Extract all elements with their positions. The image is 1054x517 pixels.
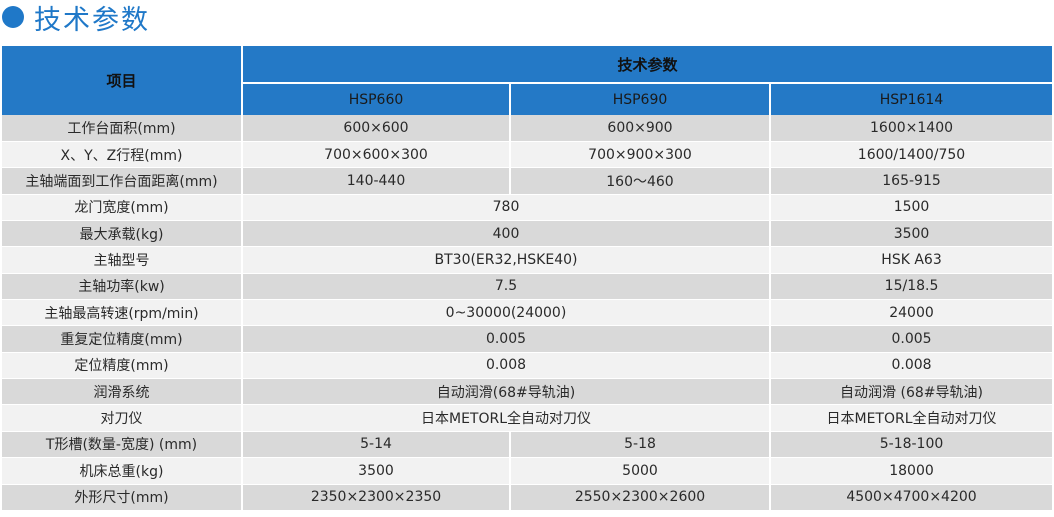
row-label: 主轴功率(kw): [2, 273, 243, 301]
cell-value: 自动润滑 (68#导轨油): [770, 378, 1053, 406]
cell-value: 140-440: [242, 167, 511, 195]
cell-value: HSK A63: [770, 246, 1053, 274]
cell-value: 5-14: [242, 431, 511, 459]
cell-value: 780: [242, 194, 771, 221]
row-label: 主轴端面到工作台面距离(mm): [2, 167, 243, 195]
cell-value: 18000: [770, 457, 1053, 485]
cell-value: 700×600×300: [242, 141, 511, 169]
cell-value: 160～460: [510, 167, 771, 195]
cell-value: 15/18.5: [770, 273, 1053, 301]
row-label: 重复定位精度(mm): [2, 325, 243, 353]
row-label: 主轴型号: [2, 246, 243, 274]
spec-table: 项目 技术参数 HSP660 HSP690 HSP1614 工作台面积(mm) …: [2, 46, 1053, 512]
cell-value: 24000: [770, 299, 1053, 327]
cell-value: BT30(ER32,HSKE40): [242, 246, 771, 274]
model-header: HSP1614: [770, 83, 1053, 115]
cell-value: 7.5: [242, 273, 771, 301]
cell-value: 700×900×300: [510, 141, 771, 169]
group-header: 技术参数: [242, 46, 1053, 84]
cell-value: 1600×1400: [770, 115, 1053, 142]
table-row: 机床总重(kg) 3500 5000 18000: [2, 457, 1053, 485]
cell-value: 3500: [242, 457, 511, 485]
cell-value: 日本METORL全自动对刀仪: [242, 404, 771, 432]
table-row: 重复定位精度(mm) 0.005 0.005: [2, 325, 1053, 353]
cell-value: 600×600: [242, 115, 511, 142]
cell-value: 5-18-100: [770, 431, 1053, 459]
row-label: T形槽(数量-宽度) (mm): [2, 431, 243, 459]
row-label: 最大承载(kg): [2, 220, 243, 248]
cell-value: 1600/1400/750: [770, 141, 1053, 169]
row-label: 机床总重(kg): [2, 457, 243, 485]
table-row: X、Y、Z行程(mm) 700×600×300 700×900×300 1600…: [2, 141, 1053, 169]
cell-value: 0.008: [770, 352, 1053, 380]
model-header: HSP660: [242, 83, 511, 115]
cell-value: 日本METORL全自动对刀仪: [770, 404, 1053, 432]
row-label: 润滑系统: [2, 378, 243, 406]
cell-value: 0.005: [770, 325, 1053, 353]
table-row: 龙门宽度(mm) 780 1500: [2, 194, 1053, 221]
table-row: 工作台面积(mm) 600×600 600×900 1600×1400: [2, 115, 1053, 142]
section-title: 技术参数: [34, 4, 150, 36]
cell-value: 0.005: [242, 325, 771, 353]
table-row: 主轴功率(kw) 7.5 15/18.5: [2, 273, 1053, 301]
row-label: 外形尺寸(mm): [2, 484, 243, 512]
row-label: 对刀仪: [2, 404, 243, 432]
section-heading: 技术参数: [2, 0, 150, 36]
table-row: T形槽(数量-宽度) (mm) 5-14 5-18 5-18-100: [2, 431, 1053, 459]
row-label: 龙门宽度(mm): [2, 194, 243, 221]
item-header: 项目: [2, 46, 243, 115]
cell-value: 400: [242, 220, 771, 248]
cell-value: 2550×2300×2600: [510, 484, 771, 512]
model-header: HSP690: [510, 83, 771, 115]
table-row: 对刀仪 日本METORL全自动对刀仪 日本METORL全自动对刀仪: [2, 404, 1053, 432]
table-row: 定位精度(mm) 0.008 0.008: [2, 352, 1053, 380]
cell-value: 3500: [770, 220, 1053, 248]
cell-value: 600×900: [510, 115, 771, 142]
cell-value: 5000: [510, 457, 771, 485]
table-row: 外形尺寸(mm) 2350×2300×2350 2550×2300×2600 4…: [2, 484, 1053, 512]
table-row: 润滑系统 自动润滑(68#导轨油) 自动润滑 (68#导轨油): [2, 378, 1053, 406]
row-label: 主轴最高转速(rpm/min): [2, 299, 243, 327]
cell-value: 2350×2300×2350: [242, 484, 511, 512]
cell-value: 自动润滑(68#导轨油): [242, 378, 771, 406]
table-row: 最大承载(kg) 400 3500: [2, 220, 1053, 248]
cell-value: 5-18: [510, 431, 771, 459]
row-label: 工作台面积(mm): [2, 115, 243, 142]
table-row: 主轴最高转速(rpm/min) 0~30000(24000) 24000: [2, 299, 1053, 327]
bullet-dot-icon: [2, 6, 24, 28]
row-label: X、Y、Z行程(mm): [2, 141, 243, 169]
cell-value: 0.008: [242, 352, 771, 380]
table-row: 主轴端面到工作台面距离(mm) 140-440 160～460 165-915: [2, 167, 1053, 195]
cell-value: 4500×4700×4200: [770, 484, 1053, 512]
row-label: 定位精度(mm): [2, 352, 243, 380]
cell-value: 1500: [770, 194, 1053, 221]
table-row: 主轴型号 BT30(ER32,HSKE40) HSK A63: [2, 246, 1053, 274]
cell-value: 165-915: [770, 167, 1053, 195]
cell-value: 0~30000(24000): [242, 299, 771, 327]
